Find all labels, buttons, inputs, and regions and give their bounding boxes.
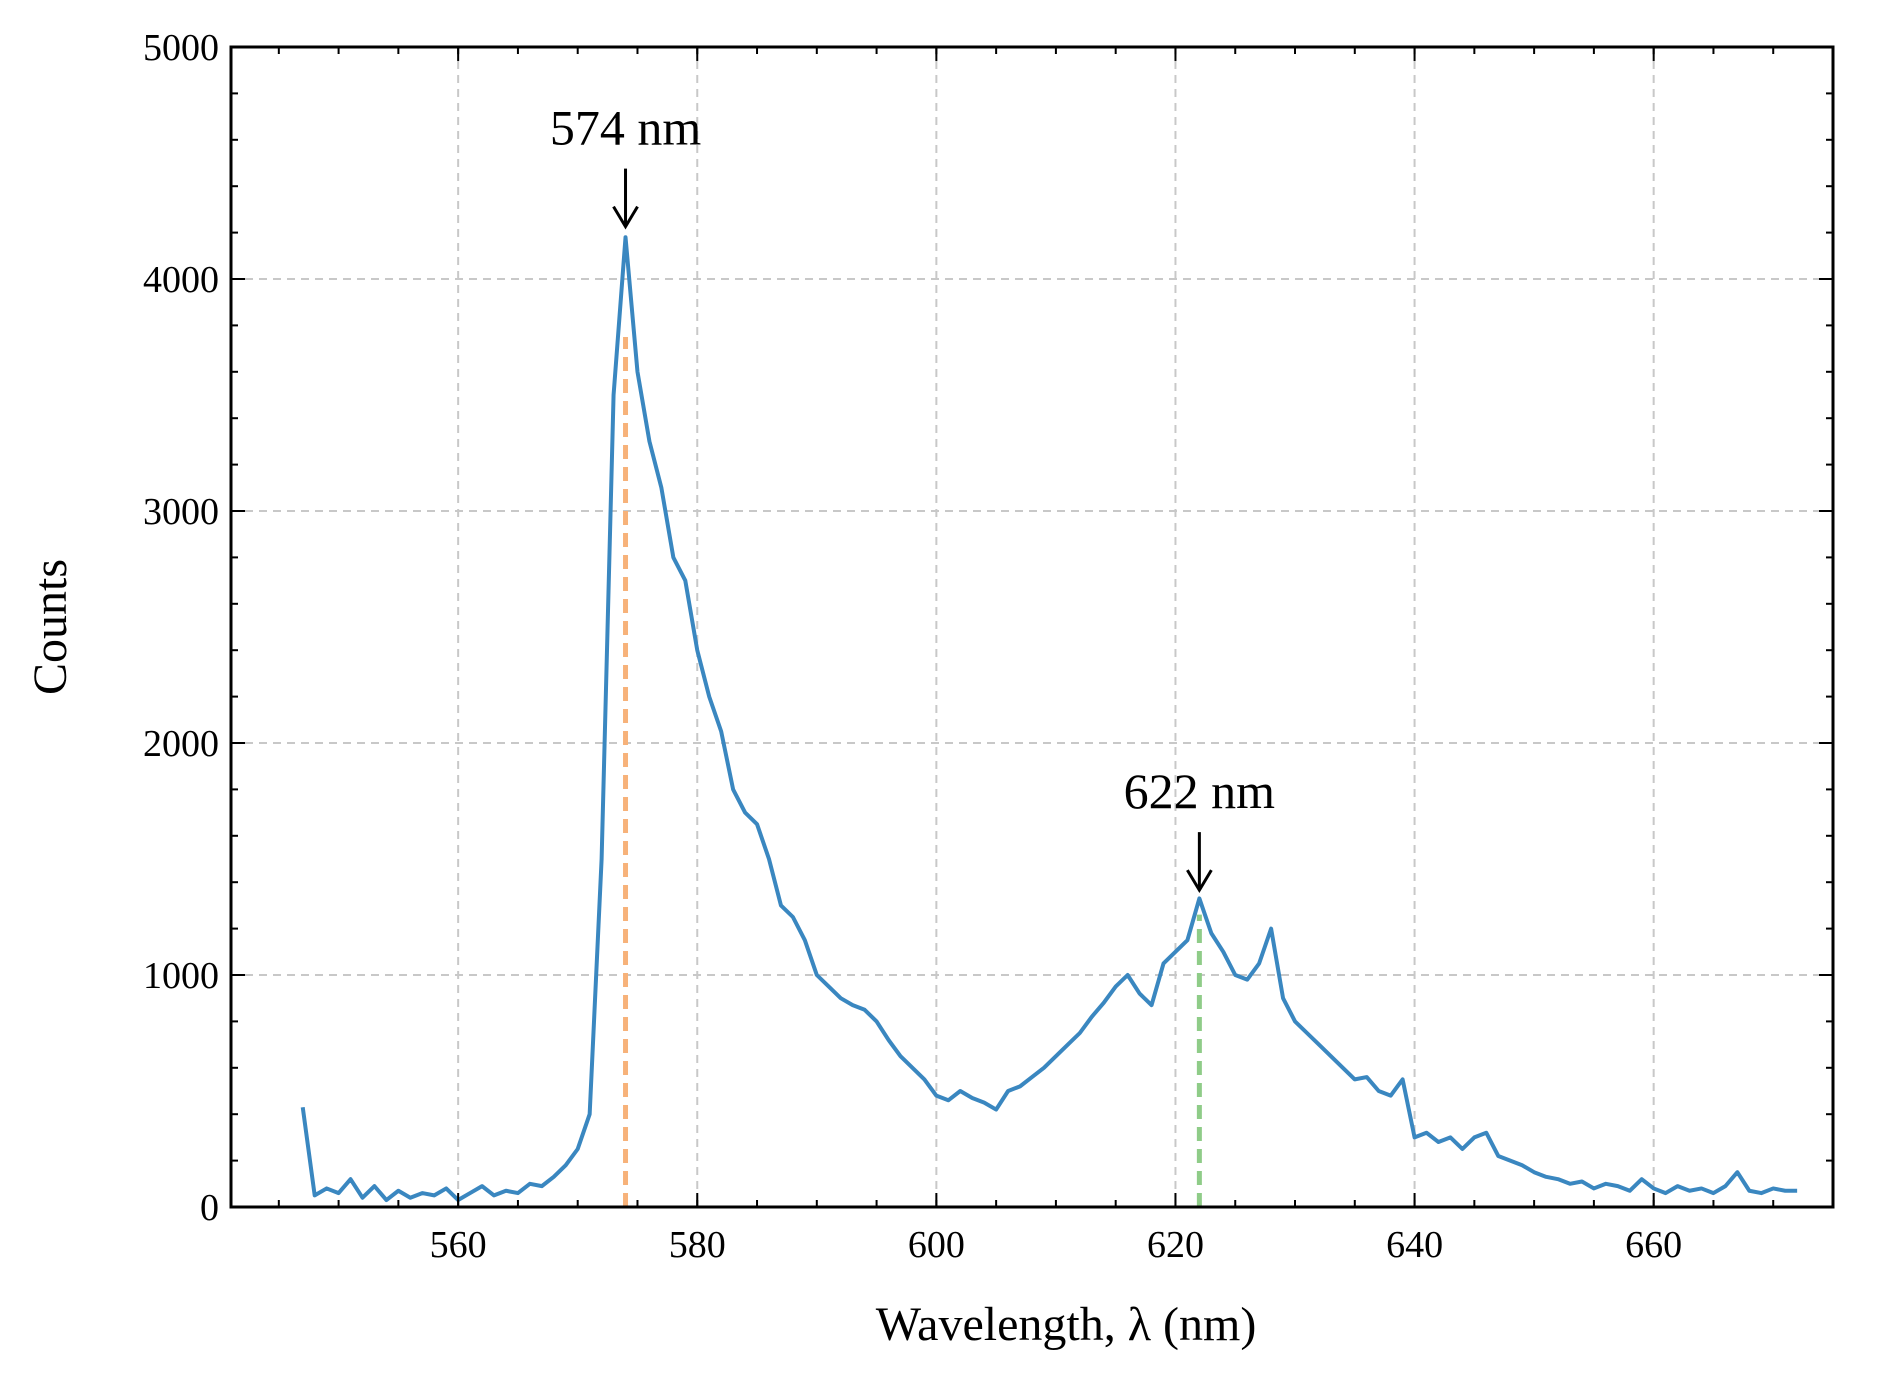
x-tick-label: 600 bbox=[908, 1224, 965, 1266]
spectrum-line bbox=[300, 235, 1798, 1203]
y-tick-label: 5000 bbox=[143, 27, 219, 69]
y-tick-label: 4000 bbox=[143, 259, 219, 301]
x-tick-label: 580 bbox=[669, 1224, 726, 1266]
y-axis-label: Counts bbox=[24, 559, 77, 695]
y-tick-label: 2000 bbox=[143, 723, 219, 765]
x-axis-label: Wavelength, λ (nm) bbox=[876, 1298, 1257, 1351]
x-tick-label: 620 bbox=[1147, 1224, 1204, 1266]
x-tick-label: 660 bbox=[1625, 1224, 1682, 1266]
annotation-label: 622 nm bbox=[1124, 763, 1276, 819]
annotation-arrowhead bbox=[612, 205, 639, 230]
plot-frame bbox=[229, 45, 1835, 1209]
y-tick-label: 3000 bbox=[143, 491, 219, 533]
x-tick-label: 560 bbox=[430, 1224, 487, 1266]
x-tick-label: 640 bbox=[1386, 1224, 1443, 1266]
annotation-arrowhead bbox=[1186, 869, 1213, 894]
y-tick-label: 0 bbox=[200, 1187, 219, 1229]
y-tick-label: 1000 bbox=[143, 955, 219, 997]
annotation-label: 574 nm bbox=[550, 100, 702, 156]
